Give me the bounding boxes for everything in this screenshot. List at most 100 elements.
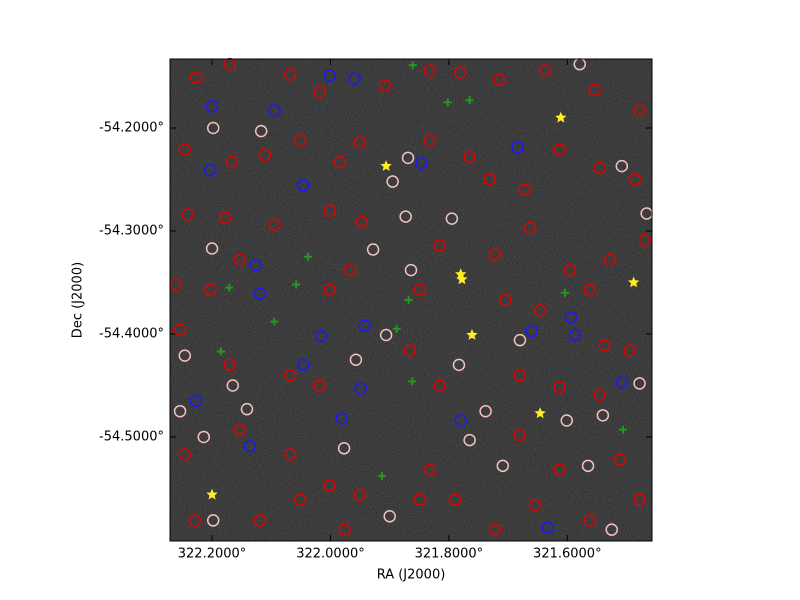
source-circle [296, 179, 310, 192]
source-circle [463, 433, 476, 447]
source-star [555, 111, 567, 123]
source-circle [197, 430, 211, 444]
source-circle [268, 104, 282, 117]
source-circle [378, 79, 392, 93]
source-circle [525, 324, 539, 338]
source-circle [623, 344, 636, 357]
source-circle [588, 83, 601, 97]
source-circle [401, 151, 415, 165]
source-circle [253, 287, 267, 301]
y-tick-label: -54.4000° [99, 326, 164, 341]
source-cross [408, 377, 417, 386]
source-cross [404, 296, 413, 304]
source-cross [408, 61, 417, 70]
source-circle [615, 159, 629, 173]
source-circle [568, 328, 582, 342]
source-circle [253, 514, 267, 527]
x-axis-label: RA (J2000) [377, 568, 446, 583]
source-circle [423, 463, 437, 477]
source-cross [443, 98, 452, 107]
source-circle [511, 141, 524, 154]
source-circle [189, 71, 203, 84]
source-circle [323, 204, 337, 217]
source-circle [518, 183, 531, 197]
source-circle [294, 134, 307, 147]
source-circle [581, 459, 595, 473]
source-circle [355, 215, 369, 228]
source-circle [633, 104, 646, 117]
source-star [627, 276, 640, 288]
source-circle [413, 493, 427, 507]
source-star [534, 407, 546, 419]
source-circle [243, 439, 257, 453]
source-circle [353, 136, 367, 149]
source-circle [445, 212, 459, 225]
source-circle [178, 143, 192, 156]
source-circle [283, 368, 297, 382]
source-circle [513, 333, 527, 347]
source-circle [204, 163, 217, 177]
source-circle [564, 311, 578, 324]
source-circle [323, 283, 337, 296]
source-star [206, 488, 218, 500]
y-tick-label: -54.2000° [99, 121, 164, 136]
source-circle [605, 523, 618, 536]
source-circle [423, 134, 437, 147]
source-circle [538, 64, 552, 77]
source-circle [453, 66, 467, 79]
source-circle [258, 148, 271, 162]
source-star [455, 268, 467, 280]
source-circle [463, 150, 476, 164]
source-circle [628, 173, 642, 186]
source-circle [354, 382, 367, 395]
source-circle [583, 514, 597, 527]
source-circle [283, 68, 297, 81]
source-circle [415, 156, 428, 170]
source-cross [225, 283, 234, 292]
source-circle [399, 210, 412, 223]
source-cross [216, 347, 225, 356]
source-circle [553, 143, 566, 156]
source-circle [343, 263, 357, 277]
source-circle [225, 155, 239, 169]
source-circle [178, 349, 192, 362]
source-circle [560, 414, 573, 427]
source-circle [283, 448, 297, 461]
source-circle [496, 459, 510, 473]
source-circle [233, 423, 247, 437]
source-circle [178, 448, 192, 461]
source-circle [433, 379, 447, 392]
source-cross [465, 96, 474, 105]
source-circle [448, 493, 462, 507]
source-circle [313, 379, 327, 392]
source-circle [189, 394, 203, 408]
source-circle [233, 253, 247, 267]
source-circle [598, 339, 611, 352]
source-circle [488, 248, 502, 261]
source-circle [358, 319, 372, 332]
source-circle [553, 381, 566, 394]
x-tick-label: 321.8000° [415, 547, 484, 562]
source-star [456, 273, 468, 285]
source-circle [226, 379, 240, 392]
source-circle [454, 414, 467, 427]
source-circle [383, 510, 396, 523]
source-cross [560, 288, 569, 297]
source-circle [513, 368, 527, 382]
source-circle [593, 388, 607, 402]
source-circle [603, 253, 617, 267]
source-circle [333, 155, 347, 169]
source-circle [366, 243, 380, 256]
source-circle [533, 304, 547, 317]
source-circle [483, 173, 497, 186]
source-circle [218, 211, 232, 224]
source-circle [638, 234, 652, 247]
x-tick-label: 322.0000° [296, 547, 365, 562]
y-tick-label: -54.3000° [99, 223, 164, 238]
source-circle [181, 208, 195, 221]
source-circle [513, 428, 527, 442]
source-circle [413, 283, 427, 296]
source-circle [323, 69, 337, 82]
source-star [466, 329, 478, 340]
y-tick-label: -54.5000° [99, 429, 164, 444]
